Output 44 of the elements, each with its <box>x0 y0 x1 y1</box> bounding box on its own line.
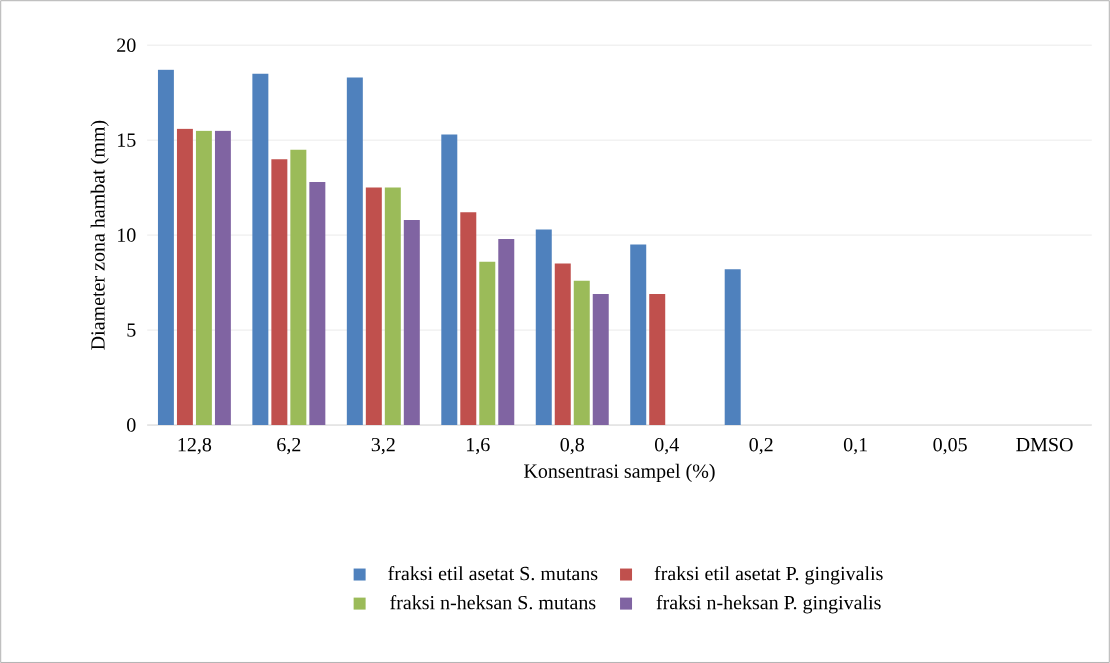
x-tick-label: DMSO <box>1016 437 1073 452</box>
y-tick-label: 20 <box>117 38 136 52</box>
legend-label: fraksi etil asetat P. gingivalis <box>654 565 883 585</box>
bar <box>195 130 212 425</box>
bar <box>479 261 496 425</box>
bar <box>157 69 174 425</box>
y-tick-label: 5 <box>127 323 136 337</box>
bar <box>498 238 515 425</box>
bar <box>309 181 326 425</box>
bar <box>460 212 477 425</box>
bar <box>271 159 288 425</box>
x-axis-title: Konsentrasi sampel (%) <box>524 463 715 482</box>
x-tick-label: 12,8 <box>178 437 212 455</box>
y-tick-label: 10 <box>118 228 136 242</box>
bar <box>365 187 382 425</box>
x-tick-label: 0,4 <box>654 437 679 455</box>
bar <box>592 293 609 425</box>
x-tick-label: 3,2 <box>371 437 395 455</box>
bar <box>649 293 666 425</box>
bar <box>214 130 231 425</box>
bar <box>290 149 307 425</box>
bar <box>554 263 571 425</box>
bar <box>724 269 741 425</box>
y-tick-label: 15 <box>118 133 136 147</box>
x-tick-label: 0,2 <box>749 437 773 455</box>
bar <box>573 280 590 425</box>
bar <box>403 219 420 425</box>
x-tick-label: 1,6 <box>467 437 490 455</box>
y-tick-label: 0 <box>127 418 136 432</box>
x-tick-label: 0,05 <box>933 437 967 455</box>
y-axis-title: Diameter zona hambat (mm) <box>90 120 109 350</box>
bar <box>535 229 552 425</box>
x-tick-label: 6,2 <box>277 437 301 455</box>
x-tick-label: 0,8 <box>560 437 584 455</box>
bar <box>346 77 363 425</box>
bar <box>384 187 401 425</box>
bar <box>630 244 647 425</box>
bar <box>176 128 193 425</box>
legend-label: fraksi etil asetat S. mutans <box>388 565 598 581</box>
legend-label: fraksi n-heksan P. gingivalis <box>656 594 881 614</box>
bar <box>441 134 458 425</box>
x-tick-label: 0,1 <box>843 437 867 455</box>
legend-label: fraksi n-heksan S. mutans <box>390 594 596 610</box>
bar <box>252 73 269 425</box>
